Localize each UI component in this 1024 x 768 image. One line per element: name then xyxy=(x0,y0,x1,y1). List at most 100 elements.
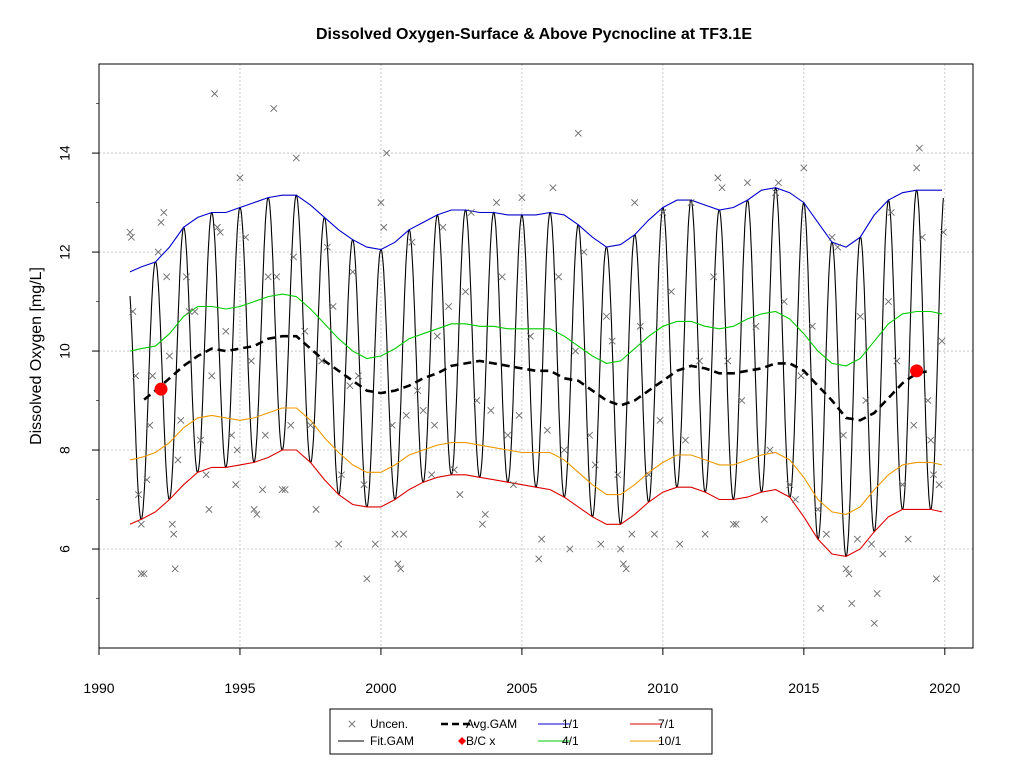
uncen-point xyxy=(259,486,267,494)
uncen-point xyxy=(456,491,464,499)
legend-uncen-symbol xyxy=(348,720,356,728)
legend-label-s_4_1: 4/1 xyxy=(562,734,579,748)
uncen-point xyxy=(786,481,794,489)
uncen-point xyxy=(481,510,489,518)
uncen-point xyxy=(360,481,368,489)
x-tick-label: 1990 xyxy=(83,680,114,696)
chart-title: Dissolved Oxygen-Surface & Above Pycnocl… xyxy=(316,26,752,43)
y-axis: 6 8 10 12 14 xyxy=(57,103,99,599)
uncen-point xyxy=(887,208,895,216)
uncen-point xyxy=(574,129,582,137)
uncen-point xyxy=(354,372,362,380)
uncen-point xyxy=(213,223,221,231)
uncen-point xyxy=(774,179,782,187)
uncen-point xyxy=(752,322,760,330)
uncen-point xyxy=(498,273,506,281)
legend-label-bc: B/C x xyxy=(466,734,495,748)
uncen-point xyxy=(645,471,653,479)
y-tick-label: 12 xyxy=(57,244,73,260)
uncen-point xyxy=(337,471,345,479)
uncen-point xyxy=(845,570,853,578)
uncen-point xyxy=(710,273,718,281)
uncen-point xyxy=(253,510,261,518)
uncen-point xyxy=(509,481,517,489)
uncen-point xyxy=(202,471,210,479)
uncen-point xyxy=(939,228,947,236)
uncen-point xyxy=(129,307,137,315)
uncen-point xyxy=(631,199,639,207)
uncen-point xyxy=(636,322,644,330)
uncen-point xyxy=(377,199,385,207)
uncen-point xyxy=(814,505,822,513)
uncen-point xyxy=(292,154,300,162)
uncen-point xyxy=(714,174,722,182)
uncen-point xyxy=(163,273,171,281)
uncen-point xyxy=(177,416,185,424)
uncen-point xyxy=(924,397,932,405)
uncen-point xyxy=(628,530,636,538)
uncen-point xyxy=(898,481,907,489)
uncen-point xyxy=(608,337,616,345)
x-tick-label: 1995 xyxy=(224,680,255,696)
uncen-point xyxy=(445,302,453,311)
uncen-point xyxy=(729,520,737,528)
uncen-point xyxy=(134,491,142,499)
uncen-point xyxy=(856,312,864,320)
uncen-point xyxy=(165,352,174,360)
uncen-point xyxy=(518,194,526,202)
y-tick-label: 10 xyxy=(57,343,73,359)
uncen-point xyxy=(154,248,162,256)
uncen-point xyxy=(701,530,709,538)
y-tick-label: 14 xyxy=(57,145,73,161)
uncen-point xyxy=(493,199,501,207)
uncen-point xyxy=(862,397,870,405)
uncen-point xyxy=(391,530,399,538)
uncen-point xyxy=(146,421,154,429)
uncen-point xyxy=(619,560,627,568)
uncen-point xyxy=(915,144,923,152)
uncen-point xyxy=(383,149,391,157)
uncen-point xyxy=(394,560,402,568)
uncen-point xyxy=(867,540,876,548)
legend-label-s_7_1: 7/1 xyxy=(658,717,675,731)
legend-label-uncen: Uncen. xyxy=(370,717,408,731)
uncen-point xyxy=(137,570,145,578)
uncen-point xyxy=(232,481,240,489)
series-4-1-line xyxy=(129,293,943,367)
uncen-point xyxy=(419,406,427,414)
legend-bc-symbol xyxy=(458,737,466,745)
uncen-point xyxy=(828,233,836,241)
x-tick-label: 2015 xyxy=(788,680,819,696)
uncen-point xyxy=(656,416,664,424)
uncen-point xyxy=(478,520,486,528)
uncen-point xyxy=(681,436,689,444)
uncen-point xyxy=(349,268,357,276)
uncen-point xyxy=(439,223,447,231)
uncen-point xyxy=(780,298,788,306)
legend-item-s_4_1: 4/1 xyxy=(538,734,579,748)
uncen-point xyxy=(402,411,410,419)
uncen-point xyxy=(242,233,250,241)
uncen-point xyxy=(430,421,439,429)
uncen-point xyxy=(918,233,926,241)
uncen-point xyxy=(264,273,272,281)
uncen-point xyxy=(602,312,611,320)
uncen-point xyxy=(132,372,140,380)
y-tick-label: 6 xyxy=(57,545,73,553)
uncen-point xyxy=(399,530,408,538)
uncen-point xyxy=(580,248,588,256)
uncen-point xyxy=(278,486,286,494)
uncen-point xyxy=(371,540,379,548)
uncen-point xyxy=(718,184,726,192)
uncen-point xyxy=(149,372,157,380)
uncen-point xyxy=(549,184,557,192)
uncen-point xyxy=(160,208,168,216)
uncen-point xyxy=(211,90,219,98)
uncen-point xyxy=(586,431,594,439)
uncen-point xyxy=(932,575,940,583)
series-layer xyxy=(129,186,944,558)
uncen-point xyxy=(408,238,416,246)
uncen-point xyxy=(236,174,244,182)
uncen-point xyxy=(879,550,887,558)
uncen-point xyxy=(318,357,326,365)
